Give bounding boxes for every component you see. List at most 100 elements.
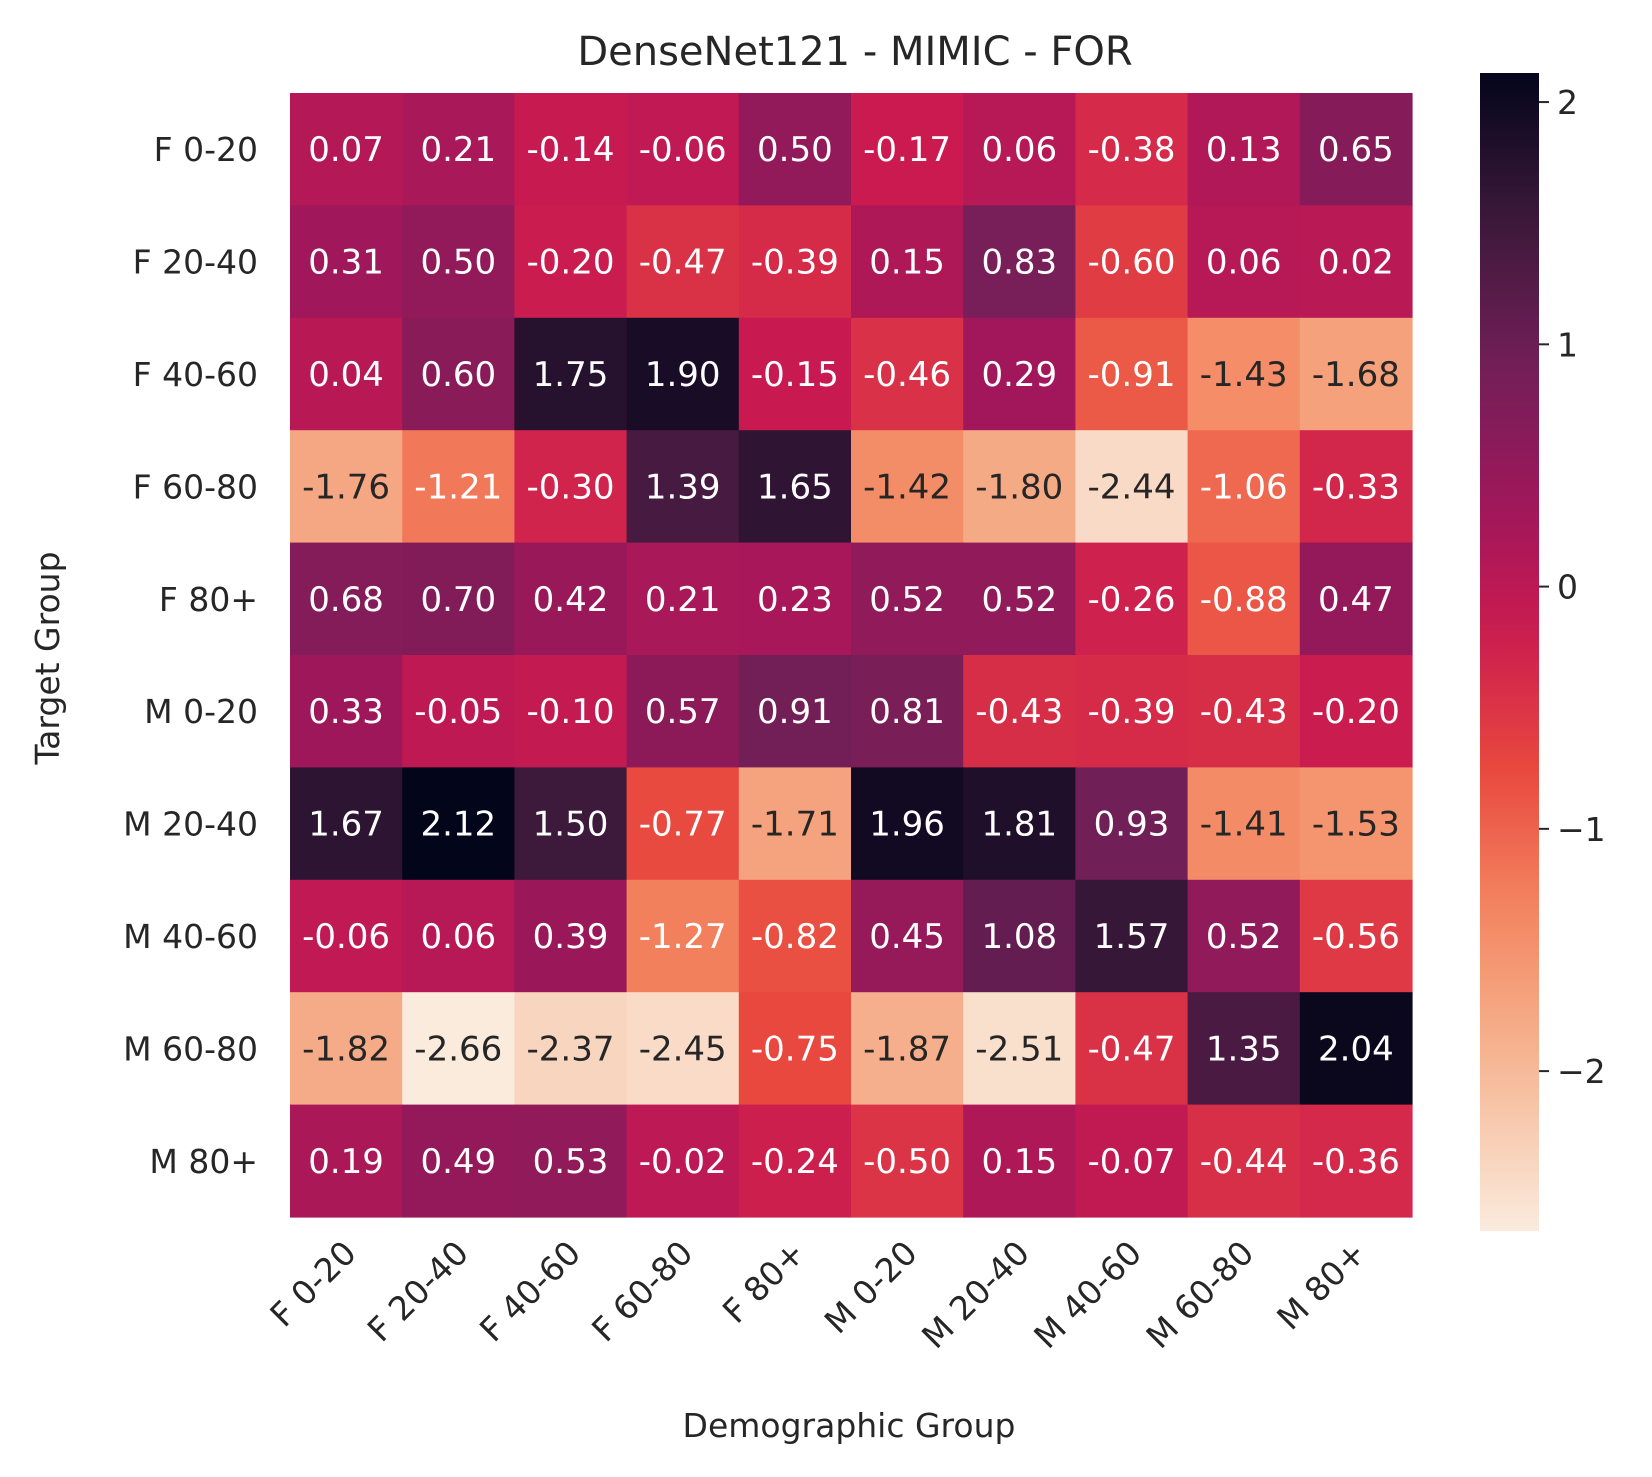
heatmap-cell-label: -1.41 <box>1200 805 1288 845</box>
heatmap-cell-label: 0.93 <box>1094 805 1170 845</box>
heatmap-cell-label: -0.46 <box>863 355 951 395</box>
heatmap-cell-label: -0.07 <box>1088 1142 1176 1182</box>
heatmap-cell <box>514 205 628 319</box>
heatmap-cell <box>851 767 964 881</box>
x-tick-label: F 60-80 <box>584 1233 700 1349</box>
heatmap-cell <box>626 430 740 544</box>
heatmap-cell-label: -0.36 <box>1312 1142 1400 1182</box>
heatmap-cell-label: 0.60 <box>420 355 496 395</box>
heatmap-cell <box>738 992 852 1106</box>
heatmap-cell-label: -0.20 <box>527 243 615 283</box>
heatmap-cell <box>738 879 852 993</box>
y-tick-label: M 60-80 <box>123 1029 258 1068</box>
colorbar-tick-label: 0 <box>1557 568 1578 607</box>
x-tick-label: M 80+ <box>1269 1233 1373 1337</box>
heatmap-cell <box>1299 992 1413 1106</box>
heatmap-cell-label: 0.15 <box>981 1142 1057 1182</box>
heatmap-cell <box>738 205 852 319</box>
heatmap-cell <box>626 93 740 206</box>
heatmap-cell-label: 1.67 <box>308 805 384 845</box>
heatmap-cell <box>514 93 628 206</box>
heatmap-cell <box>1187 93 1301 206</box>
heatmap-cell-label: -1.80 <box>975 467 1063 507</box>
heatmap-cell-label: 0.29 <box>981 355 1057 395</box>
heatmap-cell-label: 0.81 <box>869 692 945 732</box>
heatmap-cell <box>402 879 515 993</box>
heatmap-cell-label: 0.42 <box>533 580 609 620</box>
heatmap-cell <box>1299 317 1413 431</box>
heatmap-cell <box>851 655 964 768</box>
heatmap-cell <box>851 1104 964 1218</box>
heatmap-cell <box>851 430 964 544</box>
x-axis-tick-labels: F 0-20F 20-40F 40-60F 60-80 F 80+ M 0-20M … <box>262 1233 1373 1356</box>
heatmap-cell <box>514 879 628 993</box>
heatmap-cell-label: -2.45 <box>639 1029 727 1069</box>
heatmap-cell <box>514 767 628 881</box>
y-tick-label: M 80+ <box>149 1142 258 1181</box>
heatmap-cell-label: 1.90 <box>645 355 721 395</box>
heatmap-cell <box>290 93 403 206</box>
y-tick-label: M 20-40 <box>123 805 258 844</box>
x-tick-label: F 20-40 <box>360 1233 476 1349</box>
heatmap-cell-label: -1.27 <box>639 917 727 957</box>
heatmap-cell-label: 0.52 <box>981 580 1057 620</box>
heatmap-cell <box>290 1104 403 1218</box>
heatmap-cell-label: -0.44 <box>1200 1142 1288 1182</box>
heatmap-cell <box>738 317 852 431</box>
heatmap-cell <box>290 542 403 656</box>
heatmap-cell-label: -0.56 <box>1312 917 1400 957</box>
heatmap-cell <box>1299 93 1413 206</box>
heatmap-cell-label: 1.57 <box>1094 917 1170 957</box>
heatmap-cell-label: -1.87 <box>863 1029 951 1069</box>
heatmap-cell-label: 1.81 <box>981 805 1057 845</box>
x-tick-label: M 60-80 <box>1138 1233 1261 1356</box>
heatmap-cell <box>514 1104 628 1218</box>
heatmap-cell-label: 0.13 <box>1206 130 1282 170</box>
colorbar-tick-label: 1 <box>1557 325 1578 364</box>
heatmap-cell-label: -1.42 <box>863 467 951 507</box>
heatmap-cell-labels: 0.07 0.21 -0.14 -0.06 0.50 -0.17 0.06 -0.38 0.13… <box>302 130 1400 1182</box>
heatmap-cell-label: 0.49 <box>420 1142 496 1182</box>
heatmap-cell <box>851 879 964 993</box>
heatmap-cell <box>402 93 515 206</box>
y-tick-label: F 0-20 <box>154 130 258 169</box>
heatmap-cell-label: -0.17 <box>863 130 951 170</box>
heatmap-cell <box>1075 93 1189 206</box>
heatmap-cell-label: -0.02 <box>639 1142 727 1182</box>
y-tick-label: F 80+ <box>159 580 258 619</box>
chart-title: DenseNet121 - MIMIC - FOR <box>577 29 1132 75</box>
heatmap-cell-label: -0.39 <box>751 243 839 283</box>
heatmap-cell-label: -0.30 <box>527 467 615 507</box>
heatmap-cell-label: 0.15 <box>869 243 945 283</box>
heatmap-cell <box>1187 317 1301 431</box>
y-tick-label: M 40-60 <box>123 917 258 956</box>
heatmap-cell-label: -0.43 <box>975 692 1063 732</box>
x-tick-label: M 0-20 <box>817 1233 925 1341</box>
heatmap-cell-label: 1.35 <box>1206 1029 1282 1069</box>
heatmap-cell <box>1299 655 1413 768</box>
heatmap-cell <box>1075 1104 1189 1218</box>
heatmap-cell-label: -0.06 <box>302 917 390 957</box>
heatmap-cell-label: -0.05 <box>414 692 502 732</box>
heatmap-cell <box>1187 767 1301 881</box>
heatmap-cell-label: -1.53 <box>1312 805 1400 845</box>
y-tick-label: F 60-80 <box>133 467 258 506</box>
heatmap-cell-label: 0.21 <box>645 580 721 620</box>
heatmap-cell <box>963 1104 1076 1218</box>
heatmap-cell <box>402 542 515 656</box>
heatmap-cell <box>290 317 403 431</box>
heatmap-cell-label: -1.76 <box>302 467 390 507</box>
heatmap-cell <box>626 767 740 881</box>
y-tick-label: M 0-20 <box>144 692 258 731</box>
heatmap-cell-label: 0.21 <box>420 130 496 170</box>
heatmap-cell-label: 0.19 <box>308 1142 384 1182</box>
heatmap-cell <box>402 205 515 319</box>
x-tick-label: M 20-40 <box>914 1233 1037 1356</box>
heatmap-cell <box>626 317 740 431</box>
colorbar-tick-label: 2 <box>1557 83 1578 122</box>
heatmap-cell <box>514 317 628 431</box>
heatmap-cell-label: -1.43 <box>1200 355 1288 395</box>
heatmap-cell <box>1299 542 1413 656</box>
heatmap-cell <box>1075 317 1189 431</box>
x-tick-label: M 40-60 <box>1026 1233 1149 1356</box>
